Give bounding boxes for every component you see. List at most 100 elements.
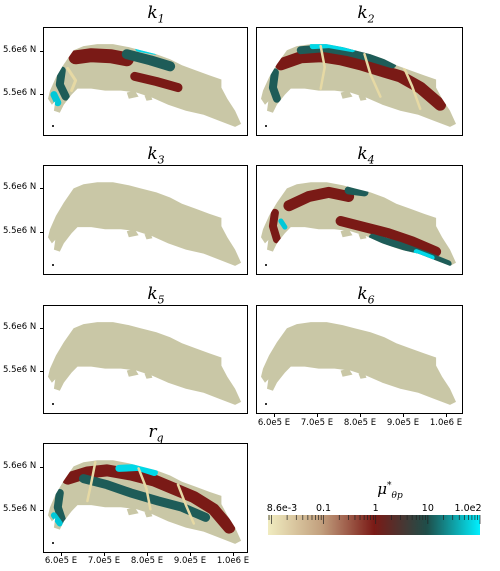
y-tick xyxy=(40,188,43,189)
sensitivity-band xyxy=(53,488,66,524)
colorbar-tick-label: 1 xyxy=(372,503,379,514)
panel-title-k1: k1 xyxy=(147,3,165,26)
map-k4 xyxy=(261,182,456,266)
study-region xyxy=(267,44,456,127)
map-rq xyxy=(48,460,242,544)
map-panel-k3 xyxy=(43,165,248,275)
x-tick-label: 8.0e5 E xyxy=(130,556,164,566)
colorbar-tick-label: 10 xyxy=(421,503,434,514)
sensitivity-band xyxy=(176,483,196,525)
y-tick-label: 5.6e6 N xyxy=(3,182,37,192)
map-k1 xyxy=(48,44,242,127)
island xyxy=(265,360,277,381)
y-tick-label: 5.5e6 N xyxy=(3,226,37,236)
sensitivity-band xyxy=(283,186,355,212)
map-panel-rq xyxy=(43,443,248,553)
island xyxy=(126,507,139,516)
island xyxy=(51,221,64,242)
y-tick xyxy=(40,510,43,511)
sensitivity-band xyxy=(50,91,62,107)
island xyxy=(51,360,64,381)
sensitivity-band xyxy=(403,67,422,111)
y-tick-label: 5.5e6 N xyxy=(3,504,37,514)
panel-title-k5: k5 xyxy=(147,284,165,307)
x-tick xyxy=(360,414,361,417)
study-region xyxy=(53,44,242,127)
marker-dot xyxy=(265,125,267,127)
island xyxy=(144,511,153,518)
sensitivity-band xyxy=(121,49,176,72)
island xyxy=(126,229,139,238)
map-panel-k2 xyxy=(256,27,463,136)
sensitivity-band xyxy=(268,208,281,244)
y-tick-label: 5.5e6 N xyxy=(3,365,37,375)
island xyxy=(144,233,153,240)
map-k2 xyxy=(261,44,456,127)
y-tick-label: 5.6e6 N xyxy=(3,461,37,471)
x-tick-label: 1.0e6 E xyxy=(429,418,463,428)
sensitivity-band xyxy=(135,44,158,55)
marker-dot xyxy=(265,264,267,266)
x-tick xyxy=(147,553,148,556)
sensitivity-band xyxy=(68,48,134,67)
map-panel-k6 xyxy=(256,305,463,414)
colorbar-gradient xyxy=(268,515,480,535)
map-panel-k4 xyxy=(256,165,463,275)
island xyxy=(340,368,353,377)
island xyxy=(144,94,153,101)
panel-title-k6: k6 xyxy=(357,284,375,307)
panel-title-k2: k2 xyxy=(357,3,375,26)
sensitivity-band xyxy=(309,44,356,53)
study-region xyxy=(267,322,456,405)
x-tick-label: 9.0e5 E xyxy=(173,556,207,566)
x-tick-label: 1.0e6 E xyxy=(216,556,250,566)
sensitivity-band xyxy=(296,44,397,69)
y-tick-label: 5.6e6 N xyxy=(3,322,37,332)
sensitivity-band xyxy=(130,71,183,93)
y-tick-label: 5.5e6 N xyxy=(3,88,37,98)
y-tick xyxy=(40,467,43,468)
y-tick xyxy=(40,51,43,52)
x-tick xyxy=(274,414,275,417)
x-tick xyxy=(104,553,105,556)
y-tick xyxy=(40,328,43,329)
study-region xyxy=(261,342,277,383)
sensitivity-band xyxy=(66,66,78,93)
x-tick xyxy=(61,553,62,556)
island xyxy=(144,372,153,379)
island xyxy=(358,94,367,101)
colorbar-title: μ*θp xyxy=(377,480,403,501)
sensitivity-band xyxy=(55,66,70,101)
x-tick-label: 6.0e5 E xyxy=(44,556,78,566)
map-k3 xyxy=(48,182,242,266)
x-tick xyxy=(317,414,318,417)
sensitivity-band xyxy=(79,474,211,522)
colorbar-tick-label: 1.0e2 xyxy=(454,503,482,514)
x-tick-label: 7.0e5 E xyxy=(87,556,121,566)
marker-dot xyxy=(52,542,54,544)
sensitivity-band xyxy=(319,44,326,90)
island xyxy=(340,90,353,99)
island xyxy=(126,368,139,377)
sensitivity-band xyxy=(413,249,435,261)
island xyxy=(340,229,353,238)
study-region xyxy=(53,322,242,405)
colorbar-tick-label: 0.1 xyxy=(315,503,332,514)
study-region xyxy=(53,182,242,266)
sensitivity-band xyxy=(86,461,97,503)
marker-dot xyxy=(52,264,54,266)
sensitivity-band xyxy=(363,52,382,98)
sensitivity-band xyxy=(344,186,369,197)
x-tick-label: 8.0e5 E xyxy=(343,418,377,428)
x-tick xyxy=(190,553,191,556)
map-k5 xyxy=(48,322,242,405)
x-tick xyxy=(446,414,447,417)
map-panel-k1 xyxy=(43,27,248,136)
island xyxy=(358,372,367,379)
x-tick xyxy=(233,553,234,556)
y-tick-label: 5.6e6 N xyxy=(3,45,37,55)
x-tick xyxy=(403,414,404,417)
map-k6 xyxy=(261,322,456,405)
sensitivity-band xyxy=(268,68,281,103)
panel-title-rq: rq xyxy=(148,422,164,445)
